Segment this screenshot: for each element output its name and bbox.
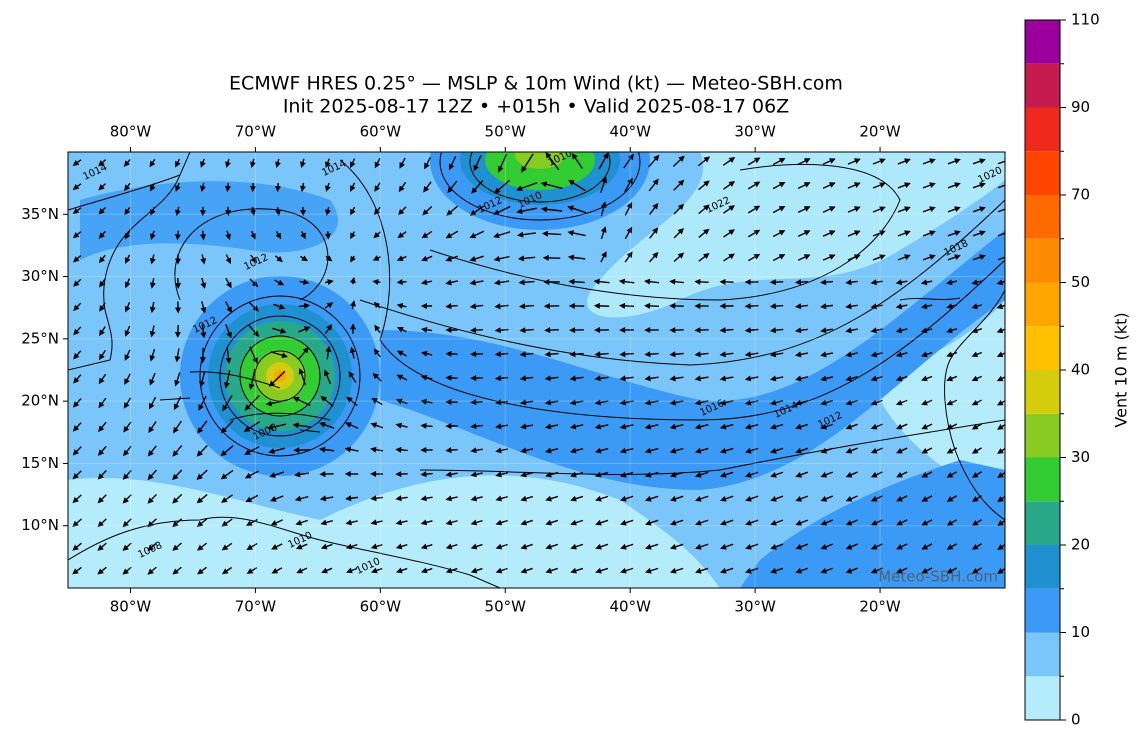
lon-label: 30°W — [734, 598, 776, 616]
colorbar-tick-label: 40 — [1071, 361, 1090, 379]
lon-label: 40°W — [609, 598, 651, 616]
lat-label: 20°N — [21, 392, 59, 410]
colorbar-band — [1025, 283, 1060, 327]
map-area: 1014101210141010100810121010102210181020… — [68, 90, 1012, 588]
colorbar-tick-label: 30 — [1071, 448, 1090, 466]
watermark: Meteo-SBH.com — [878, 568, 998, 586]
lon-label: 80°W — [110, 598, 152, 616]
colorbar-tick-label: 110 — [1071, 11, 1100, 29]
colorbar-label: Vent 10 m (kt) — [1112, 312, 1131, 427]
lat-label: 15°N — [21, 454, 59, 472]
colorbar-tick-label: 20 — [1071, 536, 1090, 554]
colorbar-band — [1025, 195, 1060, 239]
lon-label: 20°W — [859, 123, 901, 141]
colorbar-tick-label: 90 — [1071, 98, 1090, 116]
colorbar-band — [1025, 239, 1060, 283]
lon-label: 70°W — [235, 123, 277, 141]
colorbar-band — [1025, 326, 1060, 370]
colorbar-band — [1025, 458, 1060, 502]
colorbar-band — [1025, 545, 1060, 589]
colorbar-band — [1025, 370, 1060, 414]
lon-label: 60°W — [360, 598, 402, 616]
colorbar-band — [1025, 20, 1060, 64]
colorbar-band — [1025, 151, 1060, 195]
lon-label: 80°W — [110, 123, 152, 141]
lat-label: 10°N — [21, 516, 59, 534]
title: ECMWF HRES 0.25° — MSLP & 10m Wind (kt) … — [229, 73, 843, 95]
colorbar-band — [1025, 676, 1060, 720]
lat-label: 35°N — [21, 205, 59, 223]
colorbar-band — [1025, 108, 1060, 152]
colorbar-band — [1025, 64, 1060, 108]
lon-label: 50°W — [485, 598, 527, 616]
lat-label: 30°N — [21, 267, 59, 285]
colorbar-band — [1025, 501, 1060, 545]
colorbar-tick-label: 10 — [1071, 623, 1090, 641]
lat-label: 25°N — [21, 329, 59, 347]
lon-label: 50°W — [485, 123, 527, 141]
lon-label: 30°W — [734, 123, 776, 141]
colorbar-tick-label: 0 — [1071, 711, 1081, 729]
colorbar-band — [1025, 589, 1060, 633]
lon-label: 70°W — [235, 598, 277, 616]
colorbar-band — [1025, 633, 1060, 677]
subtitle: Init 2025-08-17 12Z • +015h • Valid 2025… — [283, 96, 789, 118]
colorbar-band — [1025, 414, 1060, 458]
lon-label: 60°W — [360, 123, 402, 141]
lon-label: 40°W — [609, 123, 651, 141]
colorbar-tick-label: 50 — [1071, 273, 1090, 291]
lon-label: 20°W — [859, 598, 901, 616]
colorbar-tick-label: 70 — [1071, 186, 1090, 204]
